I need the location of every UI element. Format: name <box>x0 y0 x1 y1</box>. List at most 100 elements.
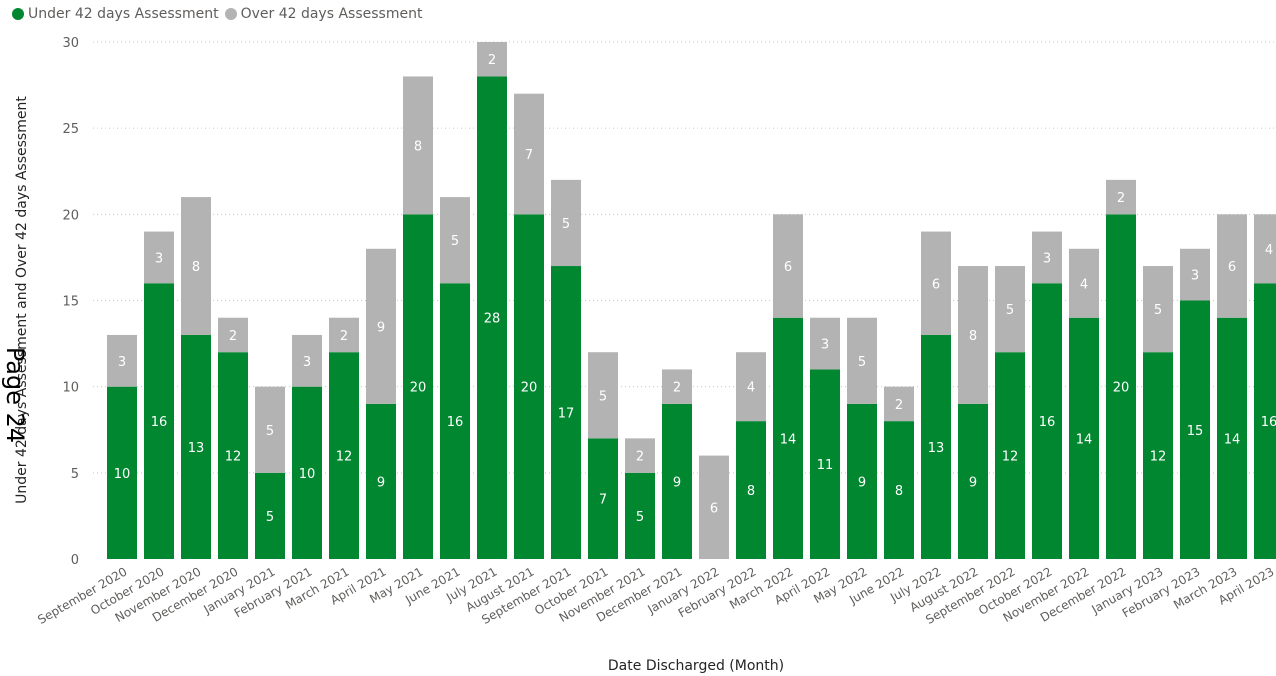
bar-under-42[interactable] <box>477 76 507 559</box>
bar-group[interactable]: 92 <box>662 369 692 559</box>
bar-group[interactable]: 10 3 <box>292 334 322 559</box>
bar-group[interactable]: 12 2 <box>218 317 248 559</box>
bar-under-42[interactable] <box>551 266 581 559</box>
bar-under-42[interactable] <box>921 334 951 559</box>
bar-over-42[interactable] <box>107 334 137 387</box>
bar-group[interactable]: 14 6 <box>773 214 803 559</box>
bar-under-42[interactable] <box>588 438 618 559</box>
bar-over-42[interactable] <box>662 369 692 404</box>
bar-over-42[interactable] <box>218 317 248 353</box>
bar-group[interactable]: 12 2 <box>329 317 359 559</box>
bar-under-42[interactable] <box>329 352 359 559</box>
bar-under-42[interactable] <box>1032 283 1062 559</box>
bar-over-42[interactable] <box>773 214 803 318</box>
bar-under-42[interactable] <box>144 283 174 559</box>
x-axis-title: Date Discharged (Month) <box>608 658 784 674</box>
bar-group[interactable]: 20 8 <box>403 76 433 560</box>
bar-over-42[interactable] <box>847 317 877 404</box>
bar-group[interactable]: 16 3 <box>1032 231 1062 559</box>
bar-under-42[interactable] <box>736 421 766 559</box>
bar-under-42[interactable] <box>1143 352 1173 559</box>
bar-group[interactable]: 20 2 <box>1106 179 1136 560</box>
bar-over-42[interactable] <box>921 231 951 335</box>
bar-over-42[interactable] <box>181 197 211 335</box>
bar-group[interactable]: 98 <box>958 266 988 559</box>
bar-group[interactable]: 13 6 <box>921 231 951 559</box>
bar-over-42[interactable] <box>403 76 433 215</box>
bar-group[interactable]: 52 <box>625 438 655 559</box>
bar-under-42[interactable] <box>181 334 211 559</box>
bar-group[interactable]: 12 5 <box>995 266 1025 559</box>
bar-over-42[interactable] <box>588 352 618 439</box>
bar-under-42[interactable] <box>1106 214 1136 560</box>
bar-group[interactable]: 17 5 <box>551 179 581 559</box>
bar-group[interactable]: 55 <box>255 386 285 559</box>
bar-group[interactable]: 12 5 <box>1143 266 1173 559</box>
bar-group[interactable]: 75 <box>588 352 618 559</box>
bar-under-42[interactable] <box>366 403 396 559</box>
bar-over-42[interactable] <box>514 93 544 215</box>
bar-under-42[interactable] <box>107 386 137 559</box>
bar-over-42[interactable] <box>440 197 470 284</box>
bar-over-42[interactable] <box>1254 214 1276 284</box>
bar-group[interactable]: 16 5 <box>440 197 470 559</box>
bar-over-42[interactable] <box>810 317 840 370</box>
legend-item-over-42[interactable]: Over 42 days Assessment <box>224 6 422 22</box>
bar-under-42[interactable] <box>810 369 840 559</box>
bar-under-42[interactable] <box>995 352 1025 559</box>
data-label-under-42: 12 <box>1002 450 1019 465</box>
bar-over-42[interactable] <box>1217 214 1247 318</box>
bar-over-42[interactable] <box>958 266 988 404</box>
bar-under-42[interactable] <box>662 403 692 559</box>
bar-over-42[interactable] <box>292 334 322 387</box>
bar-under-42[interactable] <box>403 214 433 560</box>
bar-over-42[interactable] <box>551 179 581 267</box>
bar-over-42[interactable] <box>1106 179 1136 215</box>
bar-under-42[interactable] <box>1217 317 1247 559</box>
bar-under-42[interactable] <box>440 283 470 559</box>
bar-group[interactable]: 20 7 <box>514 93 544 560</box>
bar-under-42[interactable] <box>218 352 248 559</box>
bar-group[interactable]: 28 2 <box>477 42 507 559</box>
legend-item-under-42[interactable]: Under 42 days Assessment <box>12 6 219 22</box>
bar-over-42[interactable] <box>1180 248 1210 301</box>
bar-over-42[interactable] <box>1143 266 1173 353</box>
bar-under-42[interactable] <box>625 472 655 559</box>
bar-over-42[interactable] <box>625 438 655 473</box>
bar-under-42[interactable] <box>1180 300 1210 560</box>
bar-under-42[interactable] <box>773 317 803 559</box>
bar-group[interactable]: 16 4 <box>1254 214 1276 559</box>
bar-over-42[interactable] <box>329 317 359 353</box>
bar-group[interactable]: 10 3 <box>107 334 137 559</box>
bar-over-42[interactable] <box>1069 248 1099 318</box>
bar-over-42[interactable] <box>477 42 507 77</box>
bar-group[interactable]: 82 <box>884 386 914 559</box>
bar-over-42[interactable] <box>255 386 285 473</box>
bar-under-42[interactable] <box>255 472 285 559</box>
bar-over-42[interactable] <box>366 248 396 404</box>
bar-over-42[interactable] <box>144 231 174 284</box>
bar-over-42[interactable] <box>736 352 766 422</box>
bar-under-42[interactable] <box>292 386 322 559</box>
bar-under-42[interactable] <box>1254 283 1276 559</box>
bar-over-42[interactable] <box>995 266 1025 353</box>
bar-under-42[interactable] <box>958 403 988 559</box>
bar-group[interactable]: 15 3 <box>1180 248 1210 560</box>
bar-group[interactable]: 95 <box>847 317 877 559</box>
bar-over-42[interactable] <box>1032 231 1062 284</box>
bar-group[interactable]: 13 8 <box>181 197 211 559</box>
data-label-over-42: 4 <box>1265 243 1273 258</box>
bar-group[interactable]: 6 <box>699 455 729 559</box>
bar-under-42[interactable] <box>514 214 544 560</box>
bar-group[interactable]: 99 <box>366 248 396 559</box>
bar-group[interactable]: 11 3 <box>810 317 840 559</box>
bar-over-42[interactable] <box>699 455 729 559</box>
bar-group[interactable]: 16 3 <box>144 231 174 559</box>
bar-group[interactable]: 84 <box>736 352 766 559</box>
bar-under-42[interactable] <box>847 403 877 559</box>
bar-group[interactable]: 14 6 <box>1217 214 1247 559</box>
bar-over-42[interactable] <box>884 386 914 422</box>
bar-group[interactable]: 14 4 <box>1069 248 1099 559</box>
bar-under-42[interactable] <box>884 421 914 559</box>
bar-under-42[interactable] <box>1069 317 1099 559</box>
